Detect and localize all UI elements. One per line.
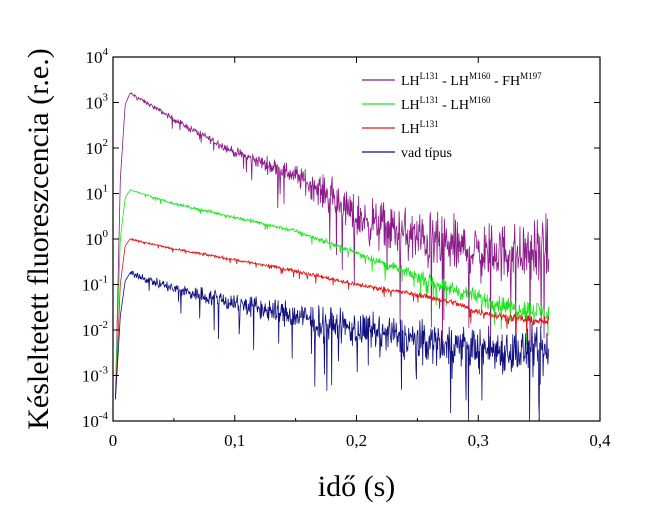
y-tick-exponent: -1: [99, 274, 108, 286]
y-tick-base: 10: [82, 321, 99, 340]
legend-label-sup: M197: [520, 71, 542, 81]
y-tick-exponent: 3: [103, 92, 109, 104]
x-tick-label: 0,3: [468, 431, 489, 450]
y-tick-base: 10: [82, 412, 99, 431]
y-tick-exponent: -4: [99, 410, 109, 422]
y-tick-base: 10: [86, 230, 103, 249]
y-tick-label: 102: [86, 137, 109, 158]
legend-label-part: LH: [401, 98, 420, 113]
y-tick-exponent: 1: [103, 183, 109, 195]
legend-label-sup: M160: [469, 95, 491, 105]
legend-label: LHL131 - LHM160 - FHM197: [401, 71, 542, 89]
y-tick-base: 10: [82, 276, 99, 295]
series-line: [115, 237, 550, 400]
legend-label-part: - LH: [439, 98, 469, 113]
plot-frame: [112, 56, 601, 422]
legend-label: LHL131: [401, 119, 439, 137]
legend-label-part: vad típus: [401, 146, 452, 161]
y-tick-label: 101: [86, 183, 109, 204]
legend-label: LHL131 - LHM160: [401, 95, 491, 113]
x-axis-title: idő (s): [318, 470, 396, 503]
x-tick-label: 0,2: [346, 431, 367, 450]
legend-label: vad típus: [401, 146, 452, 161]
y-tick-base: 10: [86, 94, 103, 113]
y-tick-base: 10: [86, 48, 103, 67]
legend-label-part: - FH: [491, 74, 521, 89]
y-tick-label: 10-4: [82, 410, 109, 431]
legend-label-sup: L131: [420, 71, 439, 81]
x-tick-label: 0,4: [589, 431, 611, 450]
legend-label-sup: L131: [420, 95, 439, 105]
y-tick-exponent: 4: [103, 46, 109, 58]
y-tick-base: 10: [86, 185, 103, 204]
y-tick-label: 100: [86, 228, 109, 249]
y-tick-exponent: 0: [103, 228, 109, 240]
y-tick-label: 10-2: [82, 319, 108, 340]
y-tick-exponent: 2: [103, 137, 109, 149]
y-tick-exponent: -2: [99, 319, 108, 331]
legend-item: LHL131 - LHM160 - FHM197: [362, 71, 542, 89]
y-axis-title: Késleltetett fluoreszcencia (r.e.): [22, 48, 55, 429]
series-line: [115, 91, 550, 400]
legend-label-part: LH: [401, 122, 420, 137]
legend-label-sup: L131: [420, 119, 439, 129]
ticks-layer: 0 0,1 0,2 0,3 0,410-410-310-210-110010110210…: [82, 46, 611, 450]
y-tick-base: 10: [82, 367, 99, 386]
y-tick-base: 10: [86, 139, 103, 158]
series-layer: [115, 91, 550, 421]
y-tick-label: 103: [86, 92, 109, 113]
x-tick-label: 0,1: [224, 431, 245, 450]
series-line: [115, 189, 550, 390]
y-tick-label: 104: [86, 46, 109, 67]
series-line: [115, 270, 550, 421]
y-tick-label: 10-3: [82, 365, 109, 386]
legend-item: vad típus: [362, 146, 452, 161]
legend-label-part: LH: [401, 74, 420, 89]
legend-label-part: - LH: [439, 74, 469, 89]
x-tick-label: 0: [109, 431, 118, 450]
y-tick-label: 10-1: [82, 274, 108, 295]
legend-label-sup: M160: [469, 71, 491, 81]
legend-item: LHL131: [362, 119, 439, 137]
y-tick-exponent: -3: [99, 365, 109, 377]
legend-item: LHL131 - LHM160: [362, 95, 491, 113]
